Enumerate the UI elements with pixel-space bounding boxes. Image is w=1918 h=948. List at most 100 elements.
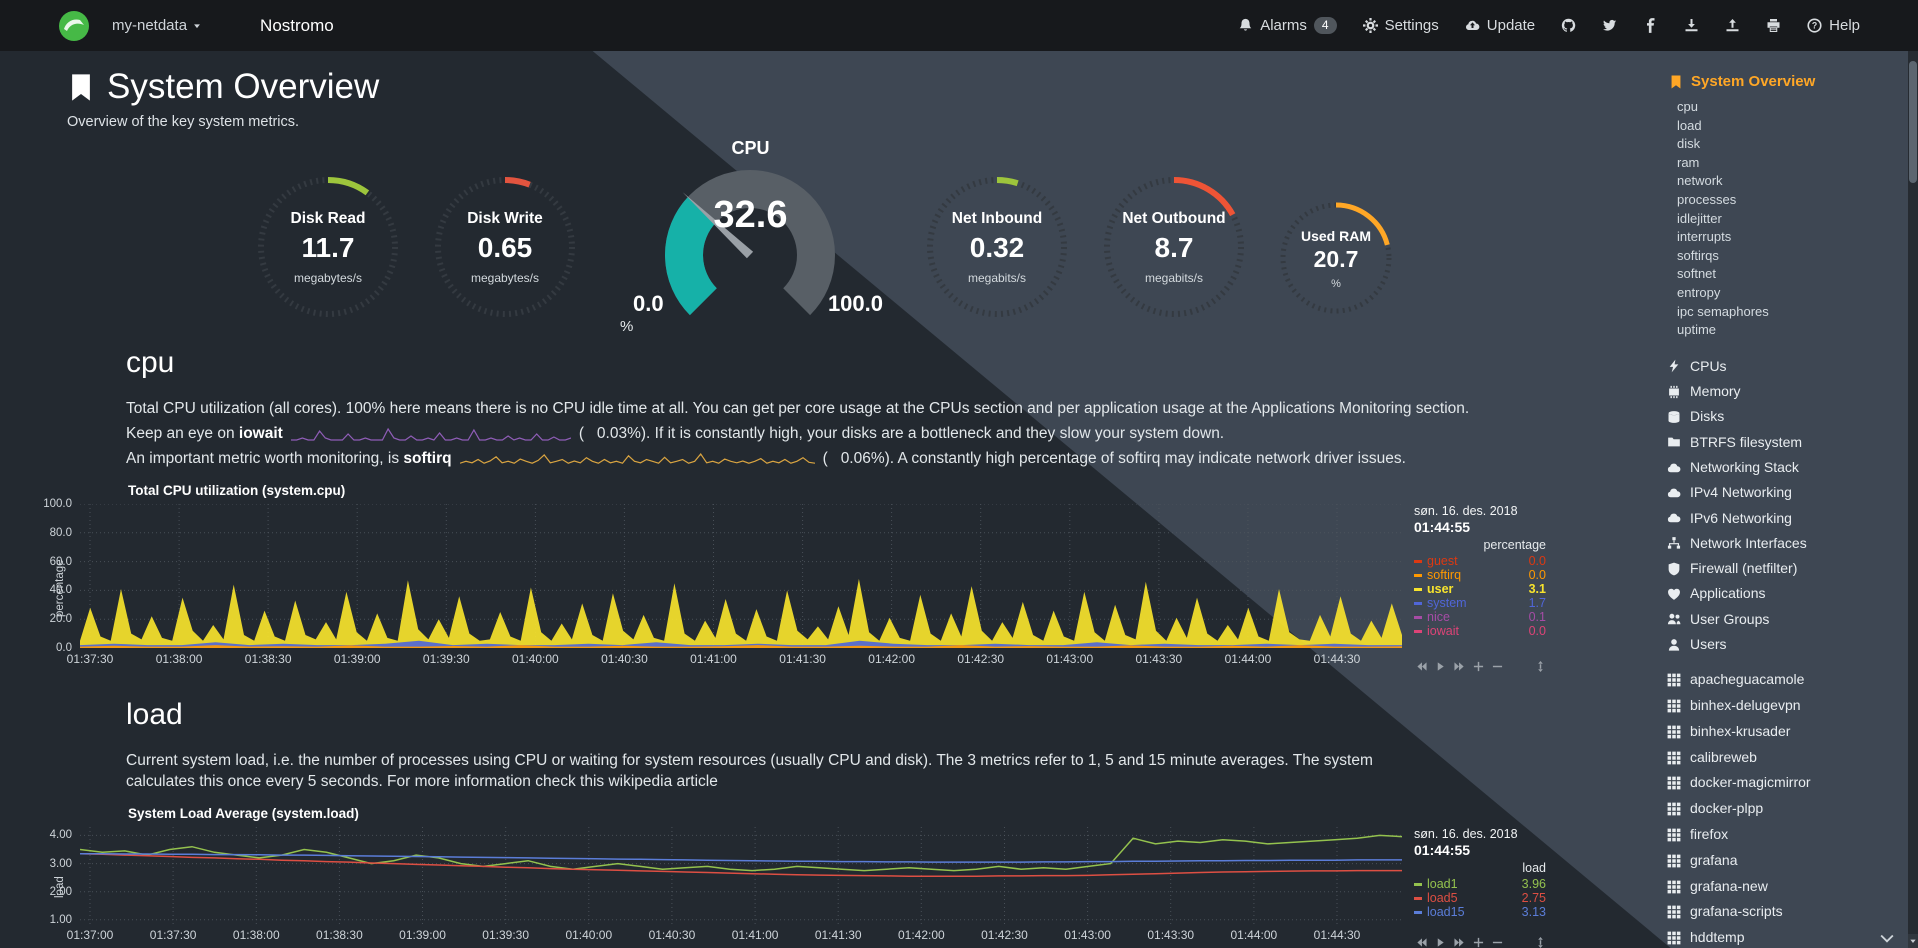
- legend-item-softirq[interactable]: softirq 0.0: [1414, 568, 1546, 582]
- sidebar-item-cpus[interactable]: CPUs: [1667, 354, 1908, 379]
- sidebar-item-btrfs-filesystem[interactable]: BTRFS filesystem: [1667, 430, 1908, 455]
- update-button[interactable]: Update: [1465, 17, 1535, 34]
- sidebar-item-firewall-netfilter-[interactable]: Firewall (netfilter): [1667, 556, 1908, 581]
- sidebar-item-network-interfaces[interactable]: Network Interfaces: [1667, 531, 1908, 556]
- github-icon: [1561, 18, 1576, 33]
- my-netdata-label: my-netdata: [112, 17, 188, 34]
- sidebar-item-entropy[interactable]: entropy: [1677, 284, 1721, 300]
- sidebar-item-ram[interactable]: ram: [1677, 154, 1700, 170]
- scrollbar-thumb[interactable]: [1909, 61, 1917, 183]
- grid-icon: [1667, 725, 1681, 739]
- sidebar-item-ipc-semaphores[interactable]: ipc semaphores: [1677, 303, 1769, 319]
- sidebar-item-system-overview[interactable]: System Overview: [1669, 73, 1908, 90]
- sidebar-item-interrupts[interactable]: interrupts: [1677, 229, 1732, 245]
- sidebar-item-firefox[interactable]: firefox: [1667, 822, 1908, 848]
- sidebar-item-disk[interactable]: disk: [1677, 136, 1701, 152]
- resize-handle[interactable]: [1535, 937, 1546, 948]
- sidebar-item-calibreweb[interactable]: calibreweb: [1667, 745, 1908, 771]
- sidebar-sections: CPUs Memory Disks BTRFS filesystem Networkin…: [1667, 354, 1908, 658]
- scroll-more-indicator[interactable]: [1880, 934, 1894, 944]
- load-chart-legend: søn. 16. des. 2018 01:44:55 load load1 3.…: [1414, 827, 1546, 948]
- sidebar-item-softnet[interactable]: softnet: [1677, 266, 1717, 282]
- legend-item-nice[interactable]: nice 0.1: [1414, 610, 1546, 624]
- load-chart-plot[interactable]: 4.00 3.00 2.00 1.00: [50, 827, 1402, 926]
- scrollbar-down-button[interactable]: [1908, 934, 1918, 948]
- sidebar-item-memory[interactable]: Memory: [1667, 379, 1908, 404]
- zoom-in-button[interactable]: [1473, 937, 1484, 948]
- zoom-in-button[interactable]: [1473, 661, 1484, 672]
- gauge-value: 20.7: [1313, 246, 1359, 272]
- x-tick-label: 01:43:30: [1147, 928, 1195, 942]
- sidebar-item-ipv6-networking[interactable]: IPv6 Networking: [1667, 506, 1908, 531]
- x-tick-label: 01:42:30: [957, 652, 1005, 666]
- iowait-line: Keep an eye on iowait( 0.03%). If it is …: [126, 425, 1225, 442]
- sidebar-item-user-groups[interactable]: User Groups: [1667, 607, 1908, 632]
- grid-icon: [1667, 854, 1681, 868]
- sidebar-item-apacheguacamole[interactable]: apacheguacamole: [1667, 667, 1908, 693]
- facebook-link[interactable]: [1643, 18, 1658, 33]
- sidebar-item-uptime[interactable]: uptime: [1677, 322, 1717, 338]
- legend-date: søn. 16. des. 2018: [1414, 827, 1518, 841]
- bell-icon: [1238, 18, 1253, 33]
- cpu-chart-plot[interactable]: 100.0 80.0 60.0 40.0 20.0 0.0: [43, 498, 1402, 654]
- sidebar-item-cpu[interactable]: cpu: [1677, 99, 1698, 114]
- zoom-out-button[interactable]: [1492, 937, 1503, 948]
- sidebar-item-networking-stack[interactable]: Networking Stack: [1667, 455, 1908, 480]
- alarms-button[interactable]: Alarms 4: [1238, 17, 1337, 34]
- legend-item-load15[interactable]: load15 3.13: [1414, 905, 1546, 919]
- sidebar-item-network[interactable]: network: [1677, 173, 1723, 189]
- print-button[interactable]: [1766, 18, 1781, 33]
- pan-backward-button[interactable]: [1416, 661, 1427, 672]
- hostname[interactable]: Nostromo: [260, 15, 334, 35]
- sidebar-item-grafana-new[interactable]: grafana-new: [1667, 874, 1908, 900]
- x-tick-label: 01:41:30: [814, 928, 862, 942]
- pan-forward-button[interactable]: [1454, 661, 1465, 672]
- heartbeat-icon: [1667, 587, 1681, 601]
- chevron-down-icon: [192, 21, 202, 31]
- pan-forward-button[interactable]: [1454, 937, 1465, 948]
- x-tick-label: 01:39:30: [422, 652, 470, 666]
- sidebar-item-docker-plpp[interactable]: docker-plpp: [1667, 796, 1908, 822]
- sidebar-item-disks[interactable]: Disks: [1667, 404, 1908, 429]
- sidebar-item-load[interactable]: load: [1677, 117, 1702, 133]
- twitter-link[interactable]: [1602, 18, 1617, 33]
- sidebar-item-users[interactable]: Users: [1667, 632, 1908, 657]
- sidebar-item-binhex-krusader[interactable]: binhex-krusader: [1667, 719, 1908, 745]
- export-button[interactable]: [1725, 18, 1740, 33]
- sidebar-item-grafana[interactable]: grafana: [1667, 848, 1908, 874]
- sidebar-item-grafana-scripts[interactable]: grafana-scripts: [1667, 899, 1908, 925]
- sidebar-active-label: System Overview: [1691, 73, 1816, 90]
- page-scrollbar[interactable]: [1908, 51, 1918, 948]
- legend-item-guest[interactable]: guest 0.0: [1414, 554, 1546, 568]
- pan-backward-button[interactable]: [1416, 937, 1427, 948]
- x-tick-label: 01:40:00: [565, 928, 613, 942]
- zoom-out-button[interactable]: [1492, 661, 1503, 672]
- help-button[interactable]: ? Help: [1807, 17, 1860, 34]
- cpu-description: Total CPU utilization (all cores). 100% …: [126, 400, 1470, 417]
- sidebar-item-idlejitter[interactable]: idlejitter: [1677, 210, 1722, 226]
- x-tick-label: 01:40:30: [648, 928, 696, 942]
- legend-item-iowait[interactable]: iowait 0.0: [1414, 624, 1546, 638]
- legend-item-system[interactable]: system 1.7: [1414, 596, 1546, 610]
- sidebar-item-processes[interactable]: processes: [1677, 191, 1737, 207]
- sidebar-item-docker-magicmirror[interactable]: docker-magicmirror: [1667, 770, 1908, 796]
- my-netdata-dropdown[interactable]: my-netdata: [112, 17, 202, 34]
- sidebar-item-ipv4-networking[interactable]: IPv4 Networking: [1667, 480, 1908, 505]
- play-button[interactable]: [1435, 661, 1446, 672]
- resize-handle[interactable]: [1535, 661, 1546, 672]
- sidebar-item-hddtemp[interactable]: hddtemp: [1667, 925, 1908, 948]
- import-button[interactable]: [1684, 18, 1699, 33]
- sidebar-item-applications[interactable]: Applications: [1667, 581, 1908, 606]
- navbar-actions: Alarms 4 Settings Update ? Help: [1238, 17, 1860, 34]
- legend-item-user[interactable]: user 3.1: [1414, 582, 1546, 596]
- grid-icon: [1667, 699, 1681, 713]
- github-link[interactable]: [1561, 18, 1576, 33]
- cpu-chart-legend: søn. 16. des. 2018 01:44:55 percentage g…: [1414, 504, 1546, 672]
- netdata-logo[interactable]: [58, 10, 90, 42]
- sidebar-item-softirqs[interactable]: softirqs: [1677, 247, 1719, 263]
- settings-button[interactable]: Settings: [1362, 17, 1439, 34]
- sidebar-item-binhex-delugevpn[interactable]: binhex-delugevpn: [1667, 693, 1908, 719]
- legend-item-load5[interactable]: load5 2.75: [1414, 891, 1546, 905]
- legend-item-load1[interactable]: load1 3.96: [1414, 877, 1546, 891]
- play-button[interactable]: [1435, 937, 1446, 948]
